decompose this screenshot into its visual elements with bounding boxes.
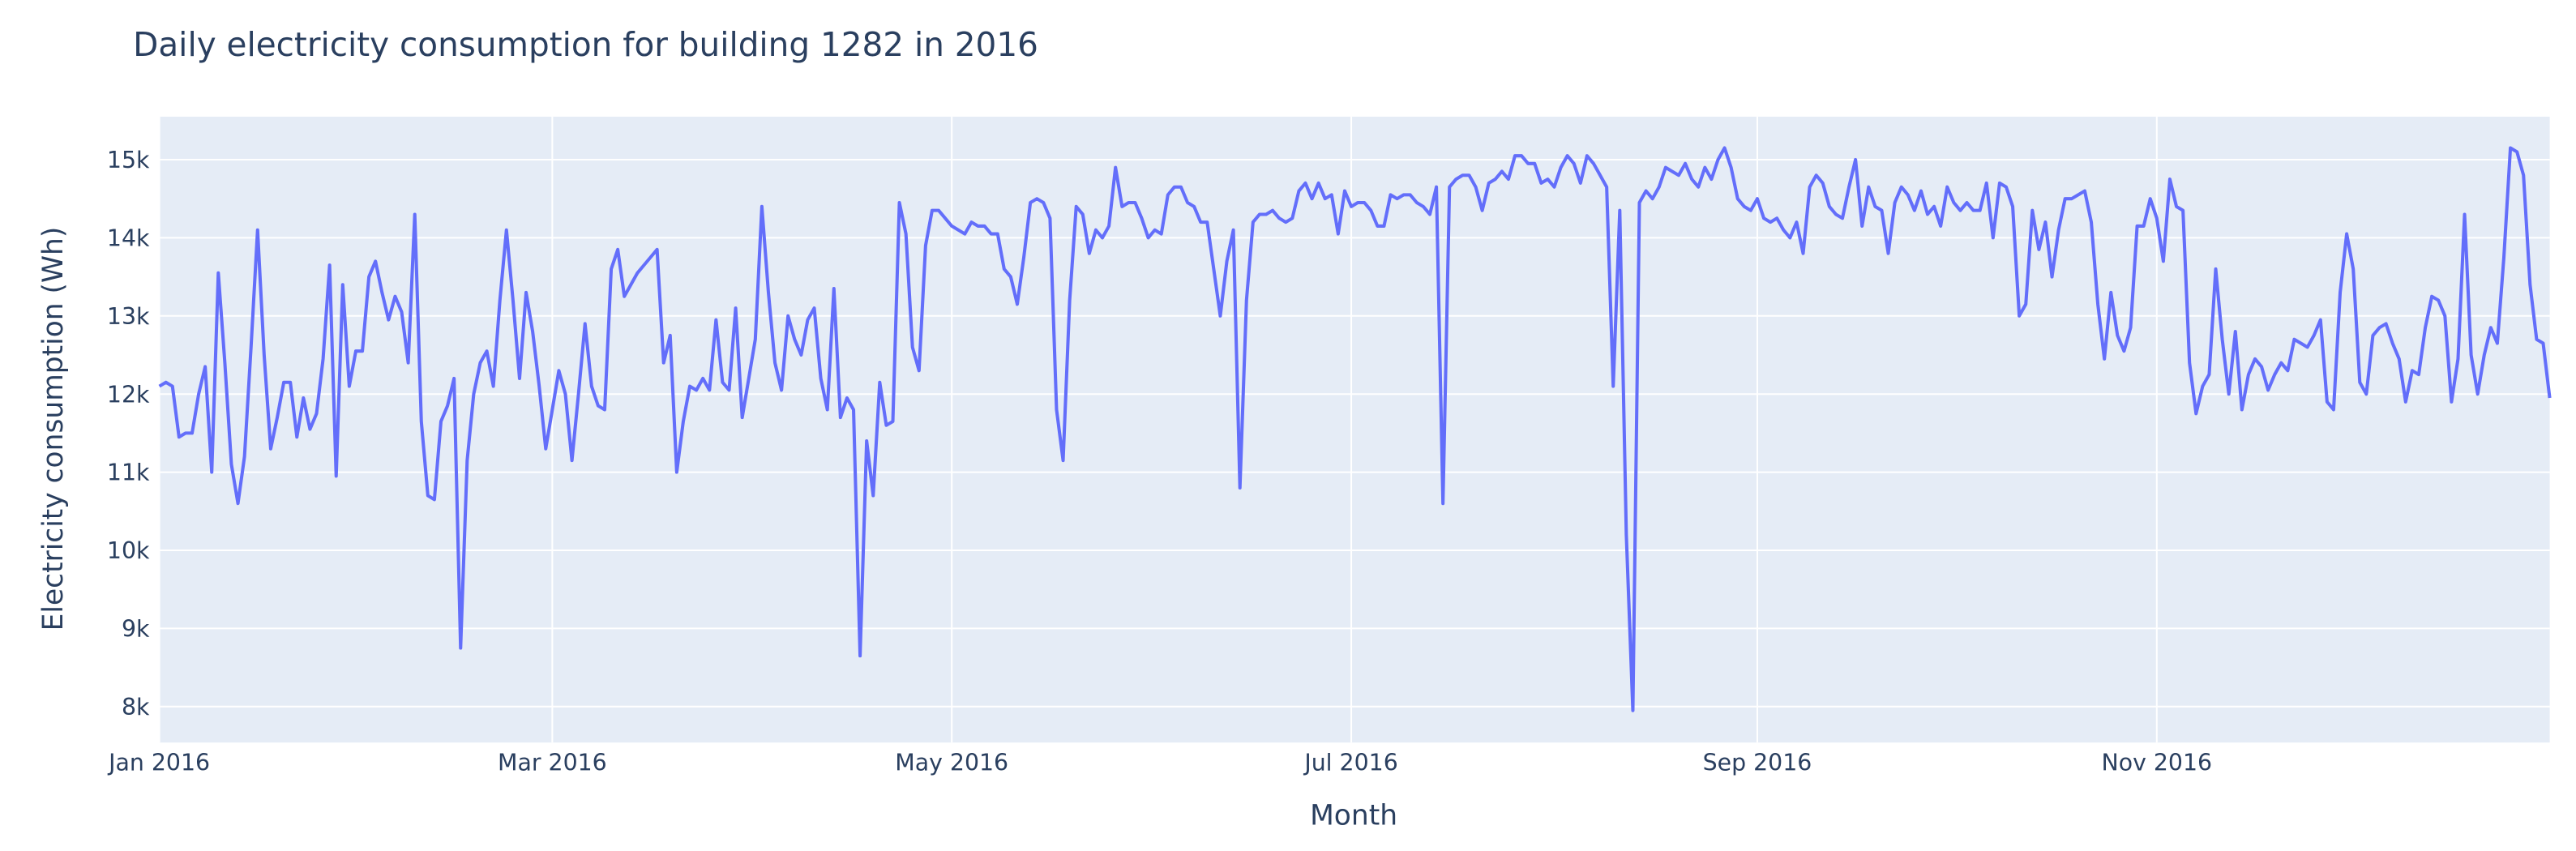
x-tick-label: Mar 2016 — [498, 750, 607, 776]
chart-title: Daily electricity consumption for buildi… — [133, 25, 1038, 64]
x-axis-title: Month — [1310, 800, 1397, 832]
y-tick-label: 15k — [107, 147, 150, 173]
x-tick-label: Jan 2016 — [107, 750, 210, 776]
x-tick-label: Sep 2016 — [1703, 750, 1812, 776]
marks — [158, 146, 2552, 712]
labels: 8k 9k 10k 11k 12k 13k 14k 15k Jan 2016 Mar 2016 Ma… — [107, 147, 2212, 776]
y-tick-label: 8k — [122, 694, 150, 721]
data-line — [158, 146, 2552, 712]
plot-area — [159, 116, 2550, 743]
y-tick-label: 10k — [107, 537, 150, 564]
y-tick-label: 11k — [107, 460, 150, 486]
x-tick-label: May 2016 — [895, 750, 1008, 776]
y-tick-label: 9k — [122, 616, 150, 643]
y-axis-title: Electricity consumption (Wh) — [37, 227, 70, 631]
x-tick-label: Nov 2016 — [2102, 750, 2213, 776]
y-tick-label: 14k — [107, 225, 150, 252]
y-tick-label: 12k — [107, 381, 150, 408]
grid — [158, 116, 2550, 743]
x-tick-label: Jul 2016 — [1303, 750, 1397, 776]
y-tick-label: 13k — [107, 303, 150, 330]
